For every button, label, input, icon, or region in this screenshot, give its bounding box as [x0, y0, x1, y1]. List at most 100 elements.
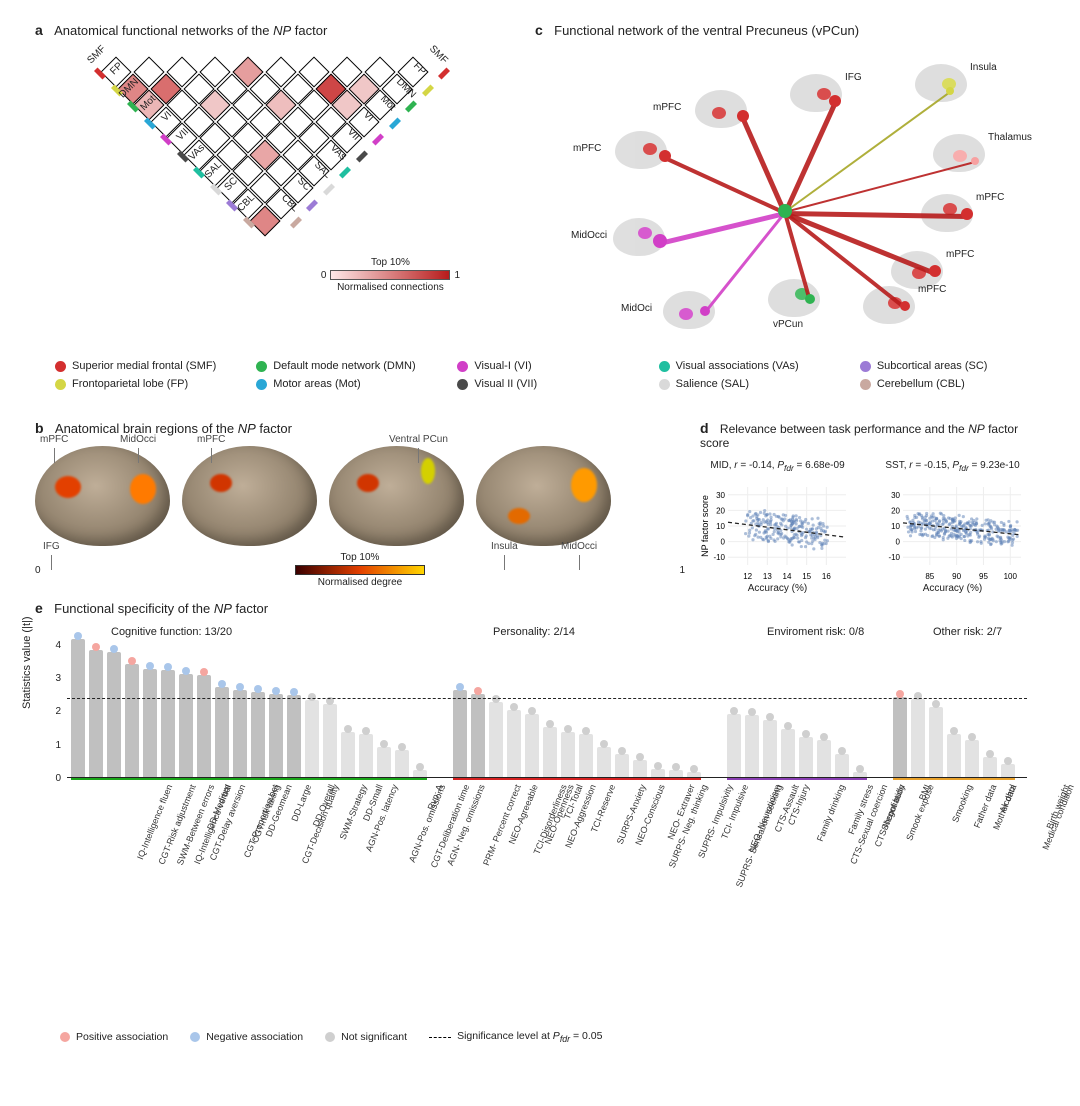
node-label: mPFC	[976, 192, 1004, 203]
bar	[89, 650, 103, 777]
node-label: Thalamus	[988, 132, 1032, 143]
ylab-e: Statistics value (|t|)	[21, 616, 33, 709]
svg-text:0: 0	[721, 538, 726, 547]
panel-d-header: d Relevance between task performance and…	[700, 420, 1050, 450]
legend-item: Subcortical areas (SC)	[860, 360, 1035, 372]
bar	[395, 750, 409, 777]
bar	[893, 697, 907, 777]
svg-text:95: 95	[979, 572, 988, 581]
svg-text:20: 20	[891, 506, 900, 515]
node-label: mPFC	[946, 249, 974, 260]
title-a-ital: NP	[273, 23, 291, 38]
legend-b-top: Top 10%	[35, 552, 685, 563]
bar	[727, 714, 741, 777]
svg-text:15: 15	[802, 572, 811, 581]
bar	[341, 732, 355, 777]
bar	[1001, 764, 1015, 777]
panel-c-header: c Functional network of the ventral Prec…	[535, 22, 1045, 38]
network-node	[946, 87, 954, 95]
network-edge	[784, 211, 936, 276]
bar-xlabel: Smooking	[950, 783, 974, 824]
title-a: Anatomical functional networks of the NP…	[54, 23, 327, 38]
node-label: IFG	[845, 72, 862, 83]
bar	[377, 747, 391, 777]
bar	[597, 747, 611, 777]
panel-d: d Relevance between task performance and…	[700, 420, 1050, 594]
brain-pointer-label: mPFC	[40, 434, 68, 445]
bar	[651, 769, 665, 777]
bar-xlabel: Family drinking	[815, 783, 847, 843]
panel-c: c Functional network of the ventral Prec…	[535, 22, 1045, 326]
brain-pointer-label: IFG	[43, 541, 60, 552]
bar	[817, 740, 831, 777]
svg-text:-10: -10	[713, 553, 725, 562]
bar	[413, 770, 427, 777]
legend-e-item: Significance level at Pfdr = 0.05	[429, 1030, 602, 1044]
svg-text:-10: -10	[888, 553, 900, 562]
network-legend: Superior medial frontal (SMF)Default mod…	[55, 360, 1035, 396]
title-e: Functional specificity of the NP factor	[54, 601, 268, 616]
bar	[71, 639, 85, 777]
bar	[161, 670, 175, 777]
group-underline	[71, 778, 427, 780]
node-label: Insula	[970, 62, 997, 73]
significance-line	[67, 698, 1027, 699]
network-node	[929, 265, 941, 277]
bar	[489, 702, 503, 777]
brain-render	[35, 446, 170, 546]
title-d-ital: NP	[968, 422, 985, 436]
brain-render	[476, 446, 611, 546]
title-e-ital: NP	[214, 601, 232, 616]
network-edge	[783, 102, 838, 214]
label-e: e	[35, 600, 43, 616]
legend-item: Salience (SAL)	[659, 378, 834, 390]
title-e-post: factor	[232, 601, 268, 616]
group-title: Personality: 2/14	[493, 626, 575, 638]
scatter-row: MID, r = -0.14, Pfdr = 6.68e-09 12131415…	[700, 460, 1050, 594]
brain-render	[182, 446, 317, 546]
title-d-pre: Relevance between task performance and t…	[720, 422, 968, 436]
svg-text:30: 30	[891, 491, 900, 500]
panel-e: e Functional specificity of the NP facto…	[35, 600, 1045, 808]
bar	[125, 664, 139, 777]
bar	[233, 690, 247, 777]
bar	[965, 740, 979, 777]
node-label: mPFC	[573, 143, 601, 154]
legend-item: Visual associations (VAs)	[659, 360, 834, 372]
node-label: mPFC	[918, 284, 946, 295]
bar	[579, 734, 593, 777]
legend-e-item: Not significant	[325, 1030, 407, 1044]
group-title: Cognitive function: 13/20	[111, 626, 232, 638]
svg-text:12: 12	[743, 572, 752, 581]
network-node	[971, 157, 979, 165]
svg-text:16: 16	[822, 572, 831, 581]
panel-a: a Anatomical functional networks of the …	[35, 22, 525, 283]
bar	[525, 714, 539, 777]
svg-text:30: 30	[716, 491, 725, 500]
network-node	[805, 294, 815, 304]
scatter-chart: SST, r = -0.15, Pfdr = 9.23e-10 85909510…	[875, 460, 1030, 594]
node-label: mPFC	[653, 102, 681, 113]
label-c: c	[535, 22, 543, 38]
svg-text:0: 0	[896, 538, 901, 547]
network-node	[659, 150, 671, 162]
svg-text:10: 10	[716, 522, 725, 531]
svg-text:NP factor score: NP factor score	[700, 495, 710, 557]
bar	[633, 760, 647, 777]
bar	[929, 707, 943, 777]
network-c: InsulaThalamusmPFCmPFCmPFCvPCunMidOciMid…	[535, 46, 1035, 326]
bar-xlabel: DD-Large	[289, 783, 313, 823]
color-tick	[339, 166, 351, 178]
legend-item: Frontoparietal lobe (FP)	[55, 378, 230, 390]
title-d: Relevance between task performance and t…	[700, 422, 1018, 450]
color-tick	[355, 150, 367, 162]
network-node	[700, 306, 710, 316]
label-d: d	[700, 420, 709, 436]
bar	[453, 690, 467, 777]
legend-item: Cerebellum (CBL)	[860, 378, 1035, 390]
color-tick	[405, 100, 417, 112]
brain-pointer-label: MidOcci	[120, 434, 156, 445]
legend-item: Visual II (VII)	[457, 378, 632, 390]
panel-b: b Anatomical brain regions of the NP fac…	[35, 420, 685, 588]
bar	[323, 704, 337, 777]
